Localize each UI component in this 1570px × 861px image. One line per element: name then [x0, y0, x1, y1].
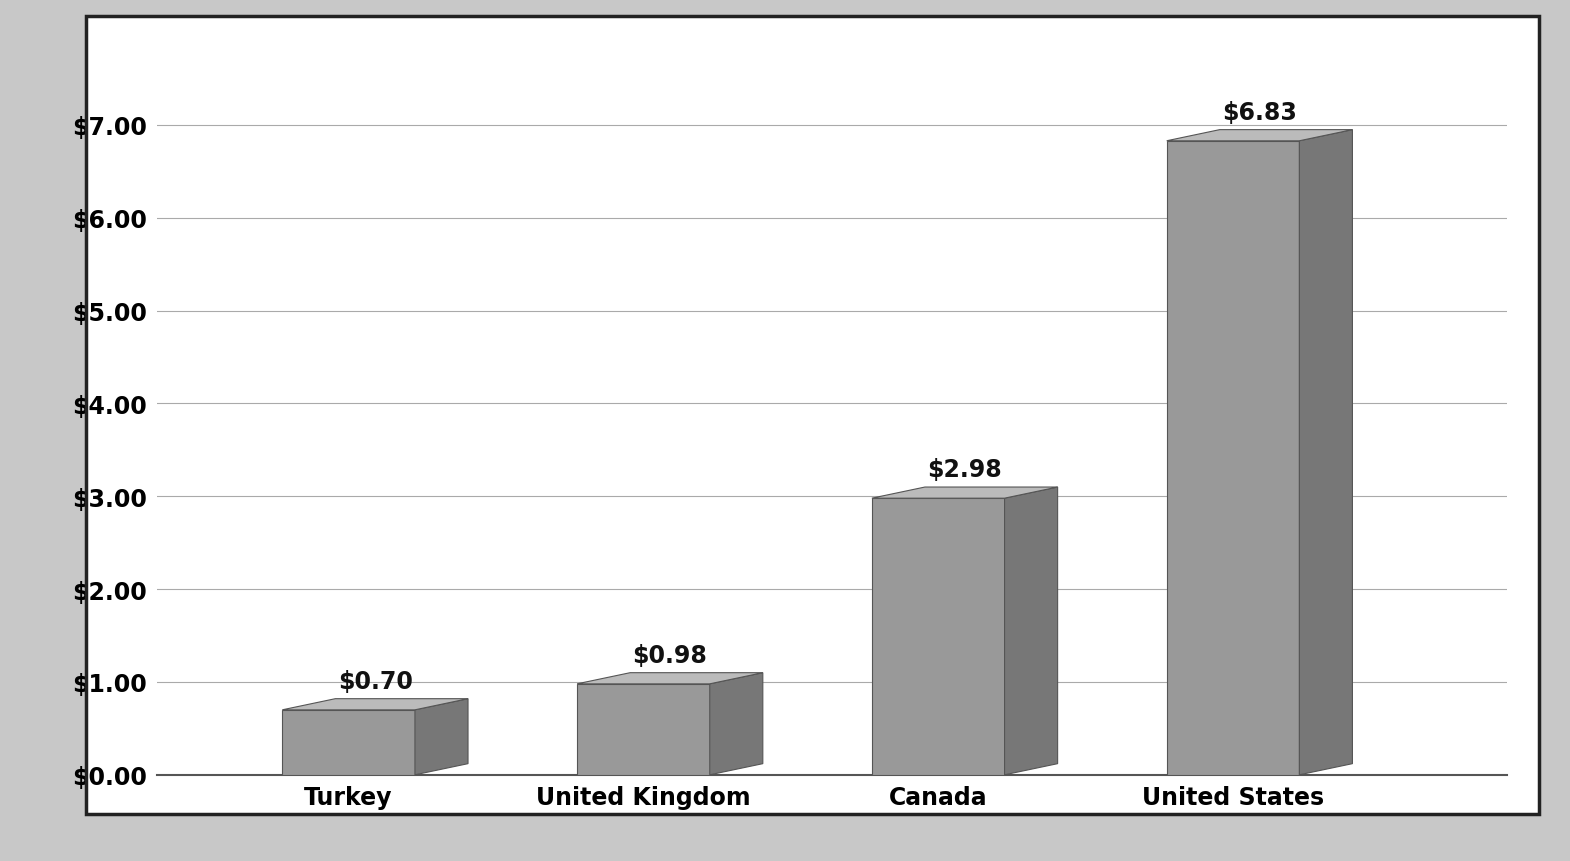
Text: $0.70: $0.70 — [338, 669, 413, 693]
Polygon shape — [578, 673, 763, 684]
Polygon shape — [283, 699, 468, 710]
Polygon shape — [414, 699, 468, 775]
Polygon shape — [1167, 131, 1352, 141]
Polygon shape — [1005, 487, 1058, 775]
Polygon shape — [710, 673, 763, 775]
Polygon shape — [1300, 131, 1352, 775]
Polygon shape — [871, 487, 1058, 499]
Bar — [578, 684, 710, 775]
Bar — [871, 499, 1005, 775]
Text: $2.98: $2.98 — [928, 458, 1002, 482]
Text: $0.98: $0.98 — [633, 643, 708, 667]
FancyBboxPatch shape — [86, 17, 1539, 814]
Bar — [1167, 141, 1300, 775]
Bar — [283, 710, 414, 775]
Text: $6.83: $6.83 — [1221, 101, 1297, 125]
